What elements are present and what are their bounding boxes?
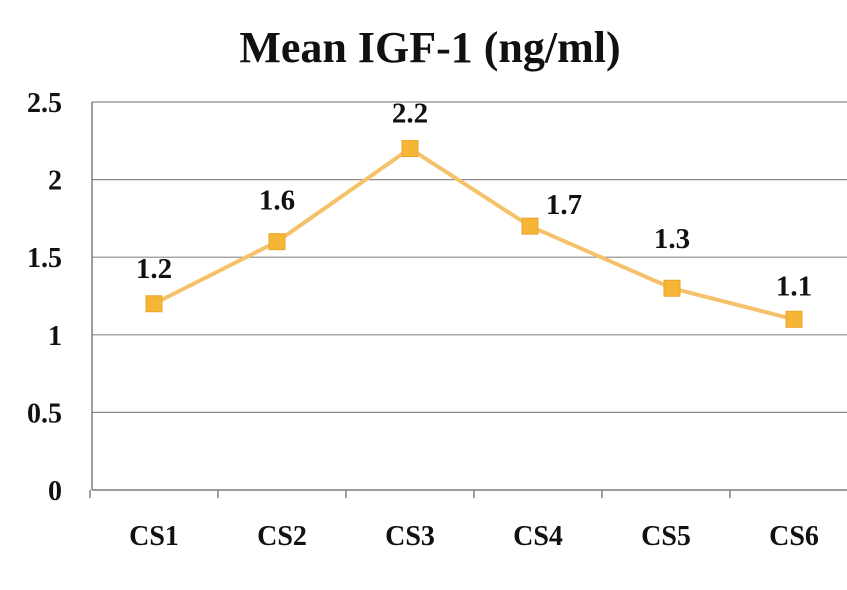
data-label: 1.2 [136, 253, 172, 285]
data-label: 1.3 [654, 223, 690, 255]
gridlines [92, 101, 847, 413]
x-tick-label: CS1 [129, 521, 179, 552]
data-point-marker [785, 310, 803, 328]
data-point-marker [663, 279, 681, 297]
y-tick-label: 2.5 [27, 88, 62, 119]
chart-title: Mean IGF-1 (ng/ml) [239, 23, 620, 72]
x-tick-label: CS5 [641, 521, 691, 552]
data-label: 1.7 [546, 189, 582, 221]
y-tick-label: 0.5 [27, 398, 62, 429]
x-tick-label: CS3 [385, 521, 435, 552]
data-labels: 1.2 1.6 2.2 1.7 1.3 1.1 [136, 98, 812, 303]
y-axis-tick-labels: 0 0.5 1 1.5 2 2.5 [27, 88, 62, 507]
y-tick-label: 0 [48, 476, 62, 507]
y-tick-label: 1 [48, 321, 62, 352]
data-point-marker [401, 140, 419, 158]
data-label: 1.1 [776, 270, 812, 302]
series-line [153, 146, 795, 322]
y-tick-label: 1.5 [27, 243, 62, 274]
x-tick-label: CS4 [513, 521, 563, 552]
x-tick-label: CS6 [769, 521, 819, 552]
x-tick-label: CS2 [257, 521, 307, 552]
data-point-marker [521, 217, 539, 235]
y-tick-label: 2 [48, 166, 62, 197]
data-label: 2.2 [392, 98, 428, 130]
x-axis-tick-labels: CS1 CS2 CS3 CS4 CS5 CS6 [129, 521, 819, 552]
data-label: 1.6 [259, 185, 295, 217]
data-point-marker [145, 295, 163, 313]
data-series [145, 140, 803, 328]
axes [89, 102, 847, 498]
data-point-marker [268, 233, 286, 251]
